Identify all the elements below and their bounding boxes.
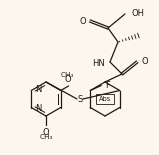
Text: Abs: Abs bbox=[99, 96, 111, 102]
Text: O: O bbox=[64, 75, 71, 84]
Text: O: O bbox=[141, 57, 148, 66]
Text: F: F bbox=[105, 81, 110, 90]
Text: S: S bbox=[77, 95, 83, 104]
Text: HN: HN bbox=[92, 58, 105, 67]
Text: O: O bbox=[79, 16, 86, 26]
Text: N: N bbox=[35, 104, 42, 113]
Text: OH: OH bbox=[131, 9, 144, 18]
Bar bbox=[96, 94, 114, 104]
Text: N: N bbox=[35, 85, 42, 94]
Text: CH₃: CH₃ bbox=[61, 72, 74, 78]
Text: O: O bbox=[43, 128, 49, 137]
Text: CH₃: CH₃ bbox=[39, 134, 53, 140]
